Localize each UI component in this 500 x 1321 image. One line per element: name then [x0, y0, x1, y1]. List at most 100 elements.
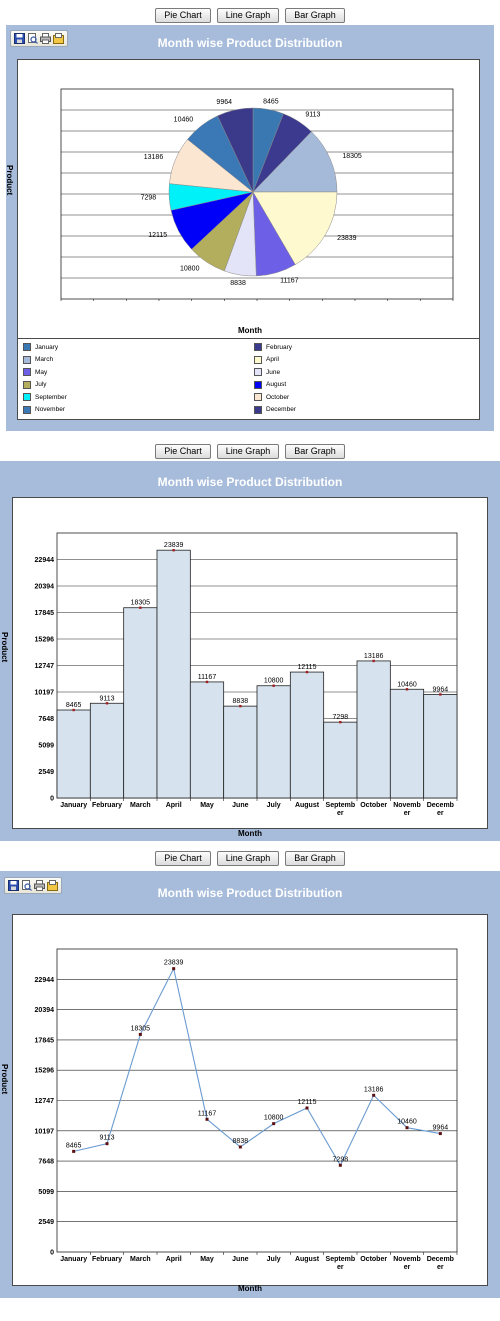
bar-data-label: 13186 — [364, 653, 384, 660]
y-tick-label: 2549 — [38, 1219, 54, 1226]
export-icon[interactable] — [53, 33, 64, 44]
x-tick-label: January — [60, 802, 87, 809]
x-tick-label: April — [166, 1256, 182, 1263]
pie-slice — [252, 191, 338, 265]
legend-item: March — [23, 355, 54, 364]
pie-plot-area: 8465 9113 18305 23839 11167 8838 10800 12115 729… — [17, 59, 480, 349]
x-tick-label: March — [130, 1256, 151, 1263]
y-axis-label: Product — [0, 1064, 9, 1095]
y-tick-label: 22944 — [35, 557, 55, 564]
pie-slice — [217, 107, 254, 193]
legend-swatch — [254, 405, 262, 414]
x-tick-label: Decemb — [427, 802, 454, 809]
y-tick-label: 10197 — [35, 690, 55, 697]
x-tick-label: April — [166, 802, 182, 809]
y-tick-label: 7648 — [38, 1159, 54, 1166]
pie-data-label: 23839 — [337, 235, 357, 242]
pie-data-label: 8465 — [263, 99, 279, 106]
x-tick-label: May — [200, 1256, 214, 1263]
line-graph-button[interactable]: Line Graph — [216, 8, 280, 23]
line-point — [438, 1132, 442, 1136]
bar-data-label: 18305 — [131, 600, 151, 607]
bar-marker — [172, 548, 175, 552]
y-axis-label: Product — [5, 165, 14, 196]
bar — [323, 721, 358, 799]
legend-item: April — [254, 355, 279, 364]
line-data-label: 8465 — [66, 1142, 82, 1149]
line-point — [72, 1149, 76, 1153]
x-tick-label: Septemb — [326, 802, 356, 809]
x-tick-label: June — [232, 802, 248, 809]
print-icon[interactable] — [40, 33, 51, 44]
legend-swatch — [254, 343, 262, 351]
bar-marker — [439, 693, 442, 696]
y-tick-label: 17845 — [35, 1037, 55, 1044]
pie-chart-button[interactable]: Pie Chart — [155, 851, 211, 866]
chart-title: Month wise Product Distribution — [157, 36, 343, 50]
bar-graph-button[interactable]: Bar Graph — [285, 851, 345, 866]
legend-swatch — [23, 380, 31, 389]
legend-label: September — [35, 393, 67, 401]
print-preview-icon[interactable] — [27, 33, 38, 44]
bar-marker — [239, 704, 242, 708]
y-tick-label: 7648 — [38, 716, 54, 723]
x-tick-label: May — [200, 802, 214, 809]
bar-graph-button[interactable]: Bar Graph — [285, 444, 345, 459]
bar — [223, 705, 258, 799]
legend-label: February — [266, 343, 293, 351]
line-point — [238, 1145, 242, 1149]
line-point — [338, 1163, 342, 1167]
legend-swatch — [254, 368, 262, 376]
pie-chart-button[interactable]: Pie Chart — [155, 8, 211, 23]
pie-chart-button[interactable]: Pie Chart — [155, 444, 211, 459]
x-tick-label: February — [92, 802, 122, 809]
y-tick-label: 12747 — [35, 1098, 55, 1105]
legend-item: October — [254, 393, 289, 401]
bar-data-label: 8465 — [66, 702, 82, 709]
pie-data-label: 9113 — [305, 112, 320, 119]
bar-marker — [272, 684, 275, 687]
legend-label: March — [35, 356, 54, 363]
line-graph-button[interactable]: Line Graph — [216, 444, 280, 459]
print-preview-icon[interactable] — [21, 880, 32, 891]
bar-data-label: 10460 — [397, 681, 417, 688]
x-tick-label: August — [295, 1256, 320, 1263]
y-tick-label: 12747 — [35, 663, 55, 670]
save-icon[interactable] — [14, 33, 25, 44]
line-point — [405, 1126, 409, 1130]
export-icon[interactable] — [47, 880, 58, 891]
legend-label: July — [35, 381, 47, 388]
save-icon[interactable] — [8, 880, 19, 891]
bar — [423, 694, 458, 799]
line-point — [205, 1117, 209, 1121]
pie-data-label: 11167 — [280, 277, 299, 284]
legend-label: December — [266, 406, 296, 413]
line-plot-area: 0 2549 5099 7648 10197 12747 15296 17845 20394 22… — [12, 914, 488, 1286]
x-tick-label: Septemb — [326, 1256, 356, 1263]
x-tick-label: October — [360, 1256, 387, 1263]
line-chart-svg: 0 2549 5099 7648 10197 12747 15296 17845 20394 22… — [35, 948, 458, 1271]
bar-data-label: 23839 — [164, 542, 184, 549]
bar-graph-button[interactable]: Bar Graph — [285, 8, 345, 23]
pie-data-label: 10460 — [174, 117, 194, 124]
legend-item: July — [23, 380, 47, 389]
x-tick-label: August — [295, 802, 320, 809]
x-tick-label: February — [92, 1256, 122, 1263]
print-icon[interactable] — [34, 880, 45, 891]
line-graph-button[interactable]: Line Graph — [216, 851, 280, 866]
bar — [189, 681, 225, 799]
line-point — [272, 1122, 276, 1126]
legend-label: January — [35, 343, 59, 351]
line-point — [372, 1093, 376, 1097]
pie-data-label: 18305 — [342, 153, 362, 160]
x-tick-label: er — [404, 1264, 411, 1271]
line-data-label: 11167 — [198, 1110, 217, 1117]
pie-slice — [252, 131, 338, 193]
legend-swatch — [254, 355, 262, 364]
chart-title: Month wise Product Distribution — [157, 475, 343, 489]
line-data-label: 9113 — [99, 1135, 114, 1142]
legend-label: November — [35, 406, 65, 413]
line-data-label: 23839 — [164, 960, 184, 967]
legend-swatch — [23, 355, 31, 364]
bar-data-label: 12115 — [298, 664, 317, 671]
